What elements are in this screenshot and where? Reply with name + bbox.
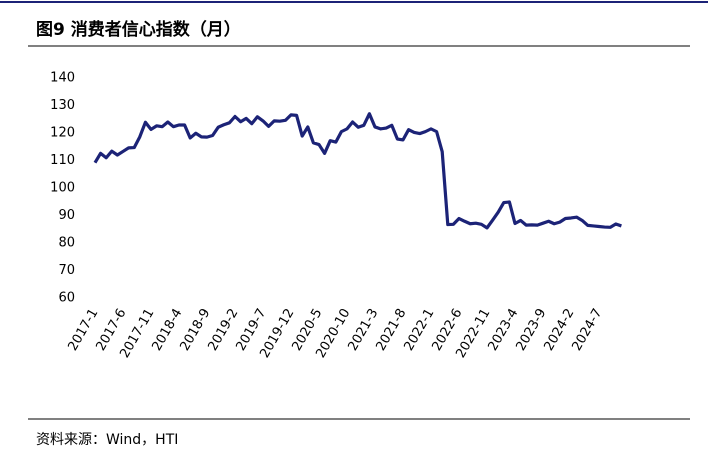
- y-tick-label: 130: [50, 98, 75, 113]
- y-tick-label: 80: [58, 236, 75, 251]
- chart-title: 图9 消费者信心指数（月）: [36, 19, 241, 40]
- y-tick-label: 70: [58, 263, 75, 278]
- y-tick-label: 100: [50, 181, 75, 196]
- y-tick-label: 120: [50, 126, 75, 141]
- y-tick-label: 140: [50, 71, 75, 86]
- y-tick-label: 90: [58, 208, 75, 223]
- line: [93, 112, 622, 230]
- y-tick-label: 110: [50, 153, 75, 168]
- y-tick-label: 60: [58, 291, 75, 306]
- source: 资料来源：Wind，HTI: [36, 432, 178, 448]
